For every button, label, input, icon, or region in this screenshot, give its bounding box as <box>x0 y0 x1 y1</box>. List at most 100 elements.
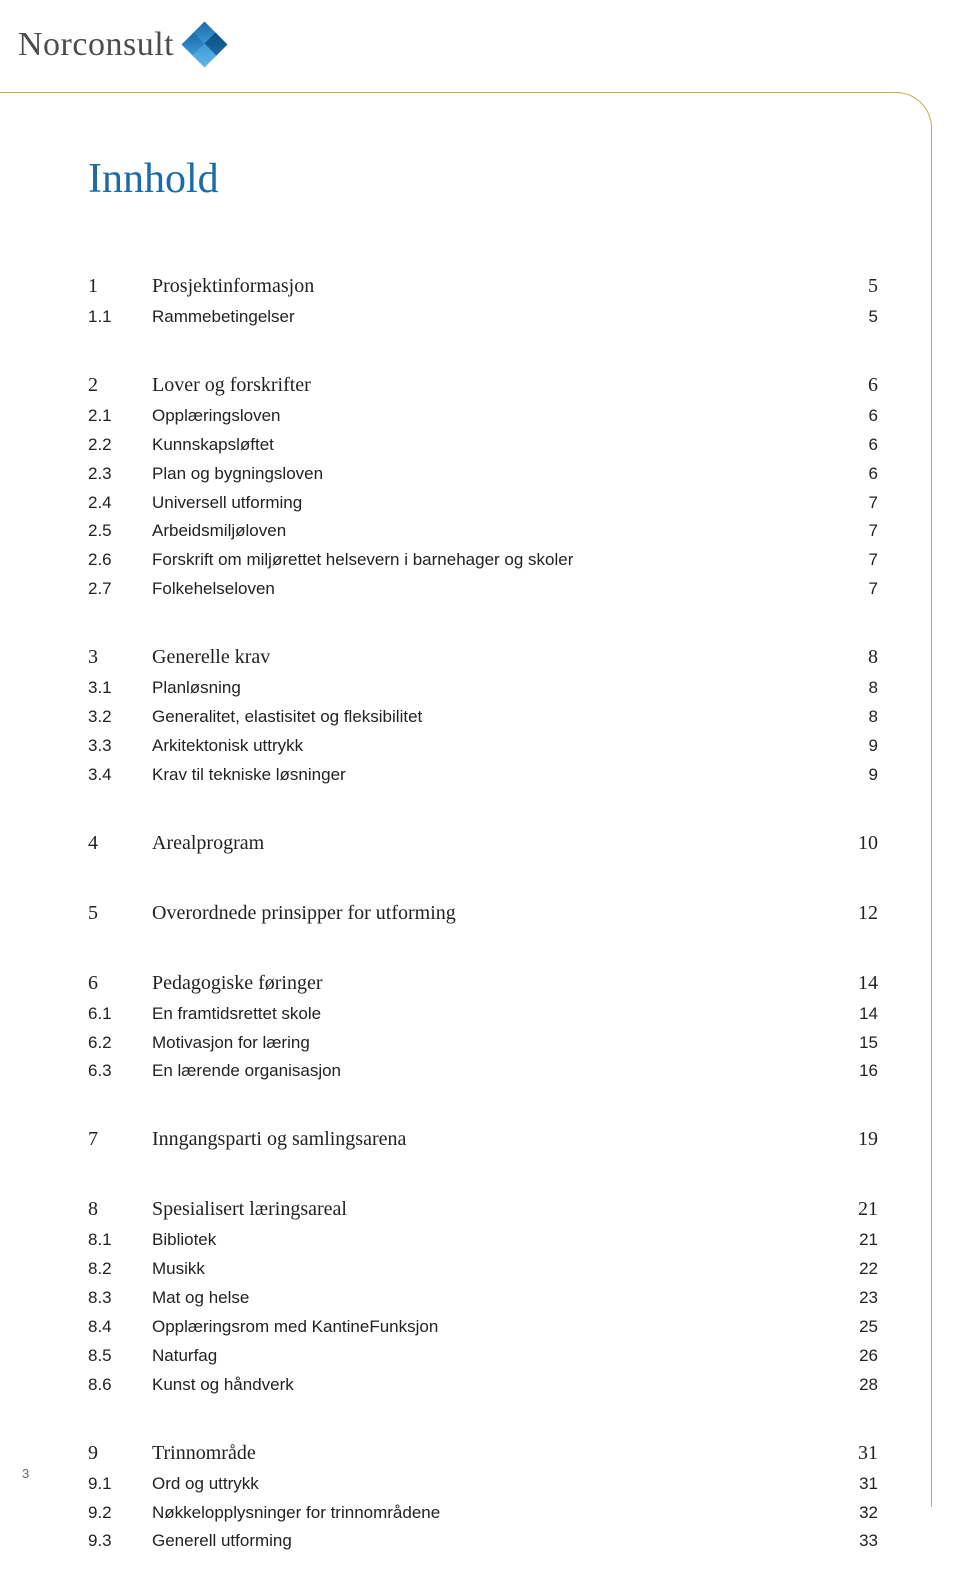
toc-item-row: 8.6Kunst og håndverk28 <box>88 1371 878 1400</box>
toc-item-row: 6.3En lærende organisasjon16 <box>88 1057 878 1086</box>
toc-item-row: 2.6Forskrift om miljørettet helsevern i … <box>88 546 878 575</box>
toc-section: 1Prosjektinformasjon51.1Rammebetingelser… <box>88 269 878 332</box>
toc-heading-page: 31 <box>830 1436 878 1470</box>
toc-item-num: 2.7 <box>88 575 152 604</box>
toc-item-row: 2.3Plan og bygningsloven6 <box>88 460 878 489</box>
toc-item-row: 8.3Mat og helse23 <box>88 1284 878 1313</box>
toc-item-label: Krav til tekniske løsninger <box>152 761 830 790</box>
toc-heading-num: 2 <box>88 368 152 402</box>
toc-heading-num: 3 <box>88 640 152 674</box>
toc-item-num: 1.1 <box>88 303 152 332</box>
toc-item-num: 8.4 <box>88 1313 152 1342</box>
toc-item-page: 33 <box>830 1527 878 1556</box>
toc-item-page: 5 <box>830 303 878 332</box>
toc-section: 3Generelle krav83.1Planløsning83.2Genera… <box>88 640 878 790</box>
toc-item-num: 3.2 <box>88 703 152 732</box>
toc-item-num: 6.1 <box>88 1000 152 1029</box>
page-title: Innhold <box>88 155 878 203</box>
toc-item-num: 2.6 <box>88 546 152 575</box>
toc-heading-row: 4Arealprogram10 <box>88 826 878 860</box>
toc-item-num: 3.4 <box>88 761 152 790</box>
toc-item-page: 28 <box>830 1371 878 1400</box>
toc-heading-row: 6Pedagogiske føringer14 <box>88 966 878 1000</box>
toc-item-page: 23 <box>830 1284 878 1313</box>
toc-item-label: En framtidsrettet skole <box>152 1000 830 1029</box>
page-number: 3 <box>22 1466 29 1481</box>
toc-heading-page: 21 <box>830 1192 878 1226</box>
toc-item-num: 2.5 <box>88 517 152 546</box>
toc-item-num: 2.4 <box>88 489 152 518</box>
toc-item-label: Folkehelseloven <box>152 575 830 604</box>
toc-item-label: Nøkkelopplysninger for trinnområdene <box>152 1499 830 1528</box>
toc-item-row: 8.5Naturfag26 <box>88 1342 878 1371</box>
toc-item-page: 8 <box>830 703 878 732</box>
toc-item-row: 8.2Musikk22 <box>88 1255 878 1284</box>
toc-item-label: Motivasjon for læring <box>152 1029 830 1058</box>
toc-item-page: 6 <box>830 460 878 489</box>
toc-item-row: 9.3Generell utforming33 <box>88 1527 878 1556</box>
toc-section: 7Inngangsparti og samlingsarena19 <box>88 1122 878 1156</box>
toc-heading-num: 1 <box>88 269 152 303</box>
toc-item-label: Arbeidsmiljøloven <box>152 517 830 546</box>
toc-heading-row: 2Lover og forskrifter6 <box>88 368 878 402</box>
toc-item-row: 2.1Opplæringsloven6 <box>88 402 878 431</box>
toc-item-page: 7 <box>830 517 878 546</box>
toc-item-page: 8 <box>830 674 878 703</box>
toc-heading-row: 9Trinnområde31 <box>88 1436 878 1470</box>
toc-item-row: 6.1En framtidsrettet skole14 <box>88 1000 878 1029</box>
toc-section: 9Trinnområde319.1Ord og uttrykk319.2Nøkk… <box>88 1436 878 1557</box>
toc-item-num: 8.3 <box>88 1284 152 1313</box>
toc-heading-label: Inngangsparti og samlingsarena <box>152 1122 830 1156</box>
toc-item-page: 25 <box>830 1313 878 1342</box>
toc-heading-page: 19 <box>830 1122 878 1156</box>
toc-item-page: 9 <box>830 732 878 761</box>
toc-item-page: 6 <box>830 431 878 460</box>
toc-item-label: Kunst og håndverk <box>152 1371 830 1400</box>
toc-item-num: 2.3 <box>88 460 152 489</box>
toc-heading-label: Generelle krav <box>152 640 830 674</box>
toc-item-label: Rammebetingelser <box>152 303 830 332</box>
toc-item-page: 6 <box>830 402 878 431</box>
toc-heading-num: 8 <box>88 1192 152 1226</box>
toc-section: 6Pedagogiske føringer146.1En framtidsret… <box>88 966 878 1087</box>
toc-item-row: 2.5Arbeidsmiljøloven7 <box>88 517 878 546</box>
toc-item-label: Mat og helse <box>152 1284 830 1313</box>
toc-item-num: 8.6 <box>88 1371 152 1400</box>
toc-item-page: 15 <box>830 1029 878 1058</box>
toc-heading-row: 7Inngangsparti og samlingsarena19 <box>88 1122 878 1156</box>
toc-heading-label: Spesialisert læringsareal <box>152 1192 830 1226</box>
toc-section: 2Lover og forskrifter62.1Opplæringsloven… <box>88 368 878 604</box>
toc-item-label: Musikk <box>152 1255 830 1284</box>
toc-item-page: 9 <box>830 761 878 790</box>
toc-heading-row: 5Overordnede prinsipper for utforming12 <box>88 896 878 930</box>
toc-heading-page: 10 <box>830 826 878 860</box>
toc-heading-label: Lover og forskrifter <box>152 368 830 402</box>
toc-heading-page: 8 <box>830 640 878 674</box>
toc-item-num: 9.2 <box>88 1499 152 1528</box>
toc-item-page: 26 <box>830 1342 878 1371</box>
brand-header: Norconsult <box>18 24 226 66</box>
toc-heading-page: 14 <box>830 966 878 1000</box>
toc-item-label: Kunnskapsløftet <box>152 431 830 460</box>
toc-heading-page: 6 <box>830 368 878 402</box>
toc-item-row: 1.1Rammebetingelser5 <box>88 303 878 332</box>
toc-item-num: 2.2 <box>88 431 152 460</box>
toc-heading-label: Trinnområde <box>152 1436 830 1470</box>
toc-item-label: Forskrift om miljørettet helsevern i bar… <box>152 546 830 575</box>
toc-heading-num: 6 <box>88 966 152 1000</box>
toc-heading-page: 5 <box>830 269 878 303</box>
toc-heading-label: Overordnede prinsipper for utforming <box>152 896 830 930</box>
toc-item-row: 3.2Generalitet, elastisitet og fleksibil… <box>88 703 878 732</box>
toc-heading-row: 1Prosjektinformasjon5 <box>88 269 878 303</box>
toc-item-label: Bibliotek <box>152 1226 830 1255</box>
toc-item-page: 7 <box>830 575 878 604</box>
toc-item-num: 9.1 <box>88 1470 152 1499</box>
toc-item-label: Opplæringsrom med KantineFunksjon <box>152 1313 830 1342</box>
toc-item-page: 31 <box>830 1470 878 1499</box>
toc-heading-row: 8Spesialisert læringsareal21 <box>88 1192 878 1226</box>
toc-item-row: 2.2Kunnskapsløftet6 <box>88 431 878 460</box>
toc-heading-num: 7 <box>88 1122 152 1156</box>
toc-item-num: 2.1 <box>88 402 152 431</box>
toc-item-row: 8.4Opplæringsrom med KantineFunksjon25 <box>88 1313 878 1342</box>
toc-heading-row: 3Generelle krav8 <box>88 640 878 674</box>
